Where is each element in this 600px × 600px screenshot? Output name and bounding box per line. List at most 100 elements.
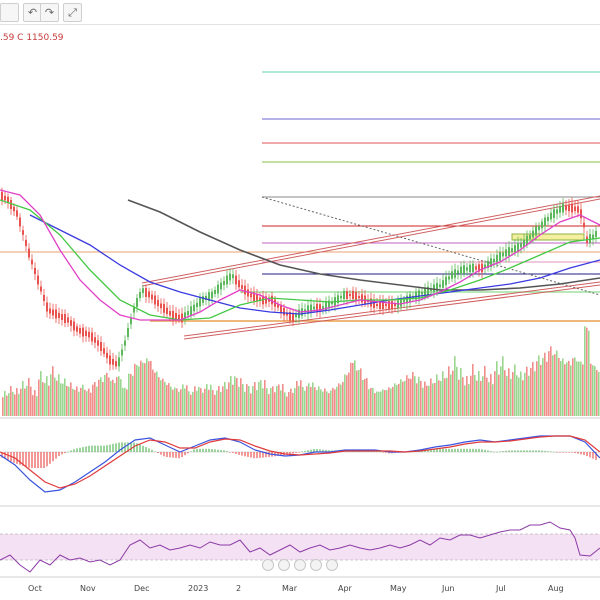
macd-hist-bar [229,452,231,453]
candle-body [97,340,99,346]
volume-bar [430,378,432,416]
macd-hist-bar [589,452,591,458]
macd-hist-bar [319,449,321,452]
fullscreen-icon[interactable]: ⤢ [63,3,82,22]
macd-hist-bar [508,450,510,452]
macd-hist-bar [475,448,477,452]
volume-bar [58,374,60,416]
macd-hist-bar [115,443,117,452]
volume-bar [80,387,82,416]
macd-hist-bar [505,450,507,452]
volume-bar [566,362,568,416]
macd-hist-bar [172,452,174,458]
candle-body [187,311,189,316]
volume-bar [528,375,530,416]
macd-hist-bar [451,448,453,452]
candle-body [172,310,174,320]
candle-body [91,332,93,342]
macd-hist-bar [256,452,258,459]
macd-hist-bar [1,452,3,458]
candle-body [358,295,360,299]
volume-bar [578,361,580,416]
candle-body [529,234,531,240]
macd-hist-bar [517,450,519,452]
nav-dot-button[interactable] [278,559,290,571]
volume-bar [164,381,166,416]
macd-hist-bar [268,452,270,457]
volume-bar [38,379,40,416]
highlight-box [511,233,585,241]
volume-bar [388,387,390,416]
macd-histogram [1,442,597,468]
macd-hist-bar [106,445,108,452]
macd-hist-bar [184,452,186,456]
candle-body [229,273,231,281]
candle-body [388,301,390,309]
volume-bar [226,389,228,416]
candle-body [226,275,228,285]
volume-bar [200,388,202,416]
macd-hist-bar [442,448,444,452]
volume-bar [138,366,140,416]
macd-hist-bar [574,452,576,454]
candle-body [223,281,225,285]
candle-body [562,203,564,213]
candle-body [94,337,96,343]
volume-bar [540,364,542,416]
macd-hist-bar [7,452,9,461]
macd-hist-bar [151,449,153,452]
macd-hist-bar [379,451,381,453]
volume-bar [506,375,508,416]
volume-bar [98,379,100,416]
nav-dot-button[interactable] [326,559,338,571]
volume-bar [522,380,524,416]
candle-body [100,342,102,351]
volume-bar [442,371,444,416]
volume-bar [444,378,446,416]
volume-bar [466,376,468,416]
x-tick-label: 2 [236,584,241,593]
volume-bar [278,384,280,416]
candle-body [496,254,498,263]
volume-bar [344,374,346,416]
volume-bar [408,378,410,416]
x-tick-label: Apr [338,584,353,593]
volume-bar [332,387,334,416]
toolbar-button-left[interactable] [0,3,19,22]
volume-bar [88,388,90,416]
macd-hist-bar [232,452,234,453]
volume-bar [236,378,238,416]
nav-dot-button[interactable] [262,559,274,571]
candle-body [61,314,63,320]
volume-bars [2,326,600,416]
candle-body [355,291,357,300]
candle-body [127,328,129,337]
volume-bar [268,394,270,416]
volume-bar [456,366,458,416]
macd-hist-bar [199,448,201,452]
nav-dot-button[interactable] [294,559,306,571]
redo-icon[interactable]: ↷ [40,3,59,22]
nav-dot-button[interactable] [310,559,322,571]
macd-hist-bar [478,448,480,452]
candle-body [106,352,108,359]
macd-hist-bar [382,452,384,453]
volume-bar [102,382,104,416]
candle-body [25,239,27,247]
volume-bar [234,376,236,416]
volume-bar [18,393,20,416]
candle-body [205,295,207,301]
volume-bar [428,385,430,416]
candle-body [439,284,441,288]
volume-bar [218,386,220,416]
volume-bar [308,383,310,416]
macd-hist-bar [520,450,522,452]
volume-bar [132,375,134,416]
volume-bar [136,365,138,416]
volume-bar [450,374,452,416]
candle-body [565,205,567,211]
macd-hist-bar [562,452,564,453]
volume-bar [300,380,302,416]
volume-bar [378,391,380,416]
candle-body [13,206,15,212]
